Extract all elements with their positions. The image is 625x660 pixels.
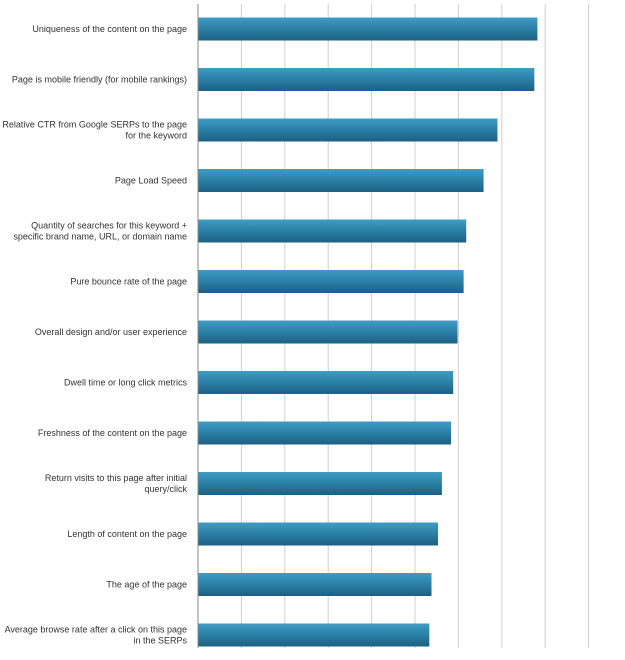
bar: [198, 421, 452, 445]
bars: [198, 17, 538, 647]
category-label: Quantity of searches for this keyword + s…: [13, 221, 187, 242]
category-label: Page is mobile friendly (for mobile rank…: [12, 75, 187, 85]
bar: [198, 623, 430, 647]
category-label: The age of the page: [106, 580, 187, 590]
category-label: Page Load Speed: [115, 176, 187, 186]
bar: [198, 270, 464, 293]
category-label: Dwell time or long click metrics: [64, 378, 188, 388]
bar: [198, 522, 439, 546]
bar: [198, 371, 454, 394]
category-label: Overall design and/or user experience: [35, 327, 187, 337]
category-label: Average browse rate after a click on thi…: [5, 625, 188, 646]
category-label: Freshness of the content on the page: [38, 428, 187, 438]
category-label: Uniqueness of the content on the page: [32, 24, 187, 34]
bar: [198, 17, 538, 41]
bar: [198, 169, 484, 192]
category-label: Return visits to this page after initial…: [45, 473, 188, 494]
category-labels: Uniqueness of the content on the page Pag…: [2, 24, 187, 646]
bar: [198, 472, 442, 495]
bar: [198, 219, 467, 243]
bar: [198, 573, 432, 596]
bar: [198, 68, 535, 91]
category-label: Pure bounce rate of the page: [70, 277, 187, 287]
category-label: Length of content on the page: [67, 529, 187, 539]
category-label: Relative CTR from Google SERPs to the pa…: [2, 120, 187, 141]
bar: [198, 118, 498, 142]
bar: [198, 320, 458, 344]
